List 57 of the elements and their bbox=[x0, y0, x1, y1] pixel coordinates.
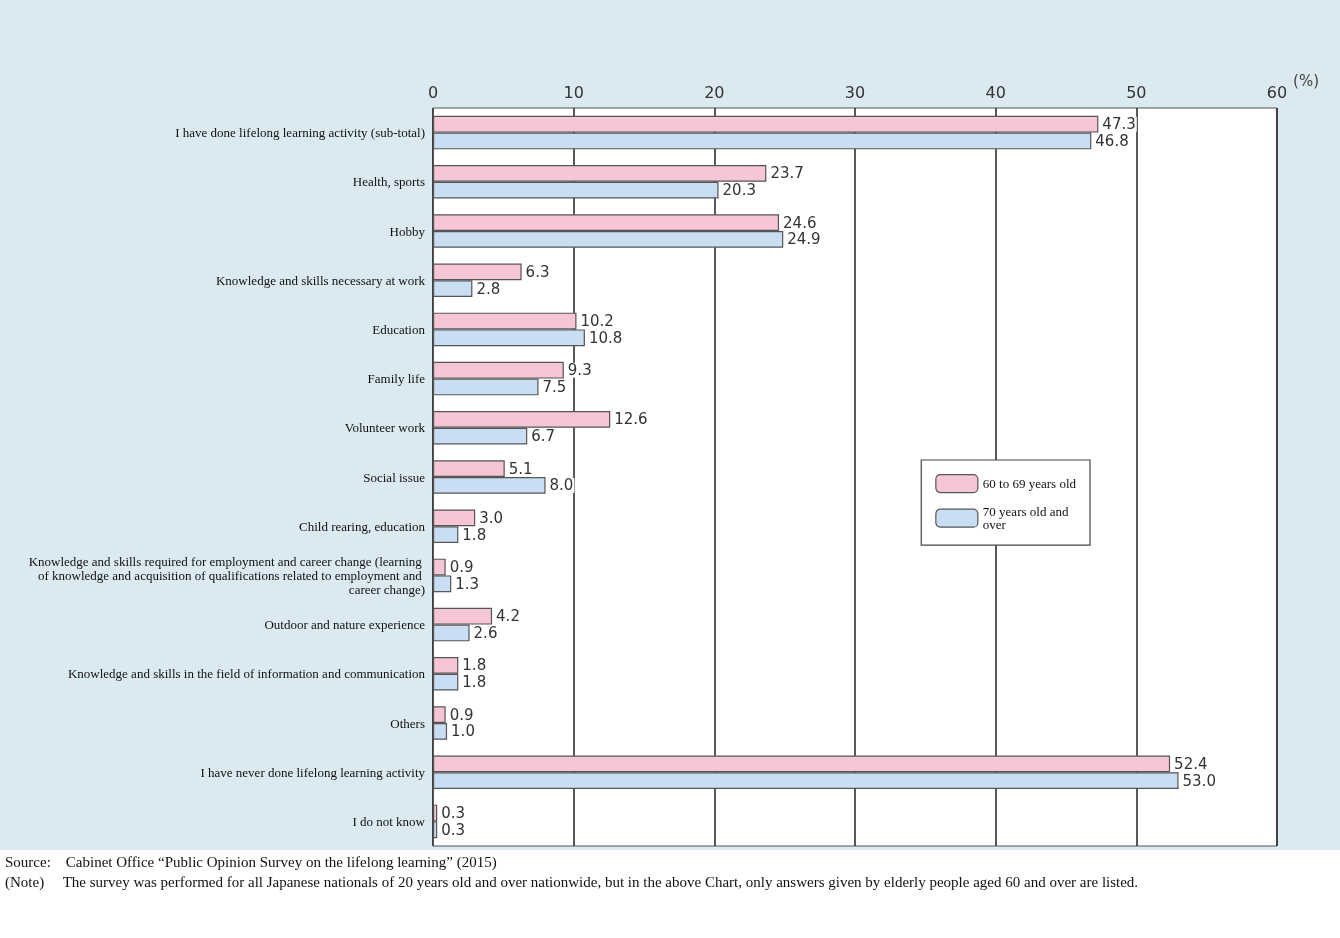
data-label: 5.1 bbox=[508, 459, 533, 478]
data-label: 0.9 bbox=[449, 705, 474, 724]
data-label: 6.7 bbox=[531, 427, 556, 446]
y-tick-label: Knowledge and skills in the field of information and communication bbox=[67, 666, 426, 682]
data-label: 2.6 bbox=[473, 623, 498, 642]
legend-label: 60 to 69 years old bbox=[982, 476, 1077, 492]
data-label: 12.6 bbox=[614, 410, 648, 429]
data-label: 24.6 bbox=[783, 213, 817, 232]
data-label: 46.8 bbox=[1095, 131, 1129, 150]
y-tick-label: Child rearing, education bbox=[299, 518, 426, 534]
x-tick-label: 30 bbox=[844, 82, 866, 102]
y-tick-label: Outdoor and nature experience bbox=[264, 617, 426, 633]
y-tick-label: Others bbox=[390, 715, 425, 731]
x-tick-label: 0 bbox=[427, 82, 439, 102]
data-label: 10.2 bbox=[580, 312, 614, 331]
y-tick-label: I do not know bbox=[352, 813, 426, 829]
y-tick-label: Social issue bbox=[363, 469, 426, 485]
data-label: 7.5 bbox=[542, 377, 567, 396]
y-tick-label: Family life bbox=[367, 371, 426, 387]
data-label: 0.3 bbox=[441, 820, 466, 839]
data-label: 1.3 bbox=[455, 574, 480, 593]
x-tick-label: 60 bbox=[1266, 82, 1288, 102]
data-label: 10.8 bbox=[588, 328, 623, 347]
data-label: 53.0 bbox=[1182, 771, 1216, 790]
y-tick-label: Hobby bbox=[389, 223, 426, 239]
data-label: 8.0 bbox=[549, 476, 574, 495]
data-label: 0.9 bbox=[449, 558, 474, 577]
data-label: 24.9 bbox=[787, 230, 821, 249]
data-label: 47.3 bbox=[1102, 115, 1136, 134]
text: (Note) The survey was performed for all Japanese nationals of 20 years old and over nationwide, but in the above Chart, only answers given by elderly people aged 60 and over are listed. bbox=[5, 873, 1139, 891]
data-label: 23.7 bbox=[770, 164, 804, 183]
data-label: 1.8 bbox=[462, 673, 487, 692]
y-tick-label: I have never done lifelong learning activity bbox=[200, 764, 426, 780]
data-label: 1.8 bbox=[462, 525, 487, 544]
data-label: 3.0 bbox=[479, 508, 504, 527]
y-tick-label: Education bbox=[372, 321, 426, 337]
x-tick-label: 20 bbox=[704, 82, 725, 102]
x-tick-label: 10 bbox=[563, 82, 584, 102]
y-tick-label: Health, sports bbox=[352, 174, 425, 190]
data-label: 20.3 bbox=[722, 181, 756, 200]
data-label: 6.3 bbox=[525, 262, 550, 281]
y-tick-label: I have done lifelong learning activity (sub-total) bbox=[175, 125, 425, 141]
y-tick-label: Knowledge and skills required for employment and career change (learning of knowledge and acquisition of qualifications related to employment and career change) bbox=[28, 553, 425, 597]
x-axis-title: (%) bbox=[1293, 71, 1320, 90]
data-label: 2.8 bbox=[476, 279, 501, 298]
legend-label: 70 years old and over bbox=[982, 504, 1072, 533]
data-label: 9.3 bbox=[567, 361, 592, 380]
data-label: 52.4 bbox=[1174, 754, 1208, 773]
data-label: 4.2 bbox=[496, 607, 520, 626]
y-tick-label: Knowledge and skills necessary at work bbox=[215, 272, 426, 288]
source-note: Source: Cabinet Office “Public Opinion Survey on the lifelong learning” (2015) bbox=[5, 853, 497, 871]
x-tick-label: 40 bbox=[985, 82, 1006, 102]
y-tick-label: Volunteer work bbox=[344, 420, 426, 436]
data-label: 0.3 bbox=[441, 804, 466, 823]
data-label: 1.8 bbox=[462, 656, 487, 675]
x-tick-label: 50 bbox=[1126, 82, 1147, 102]
data-label: 1.0 bbox=[451, 722, 475, 741]
